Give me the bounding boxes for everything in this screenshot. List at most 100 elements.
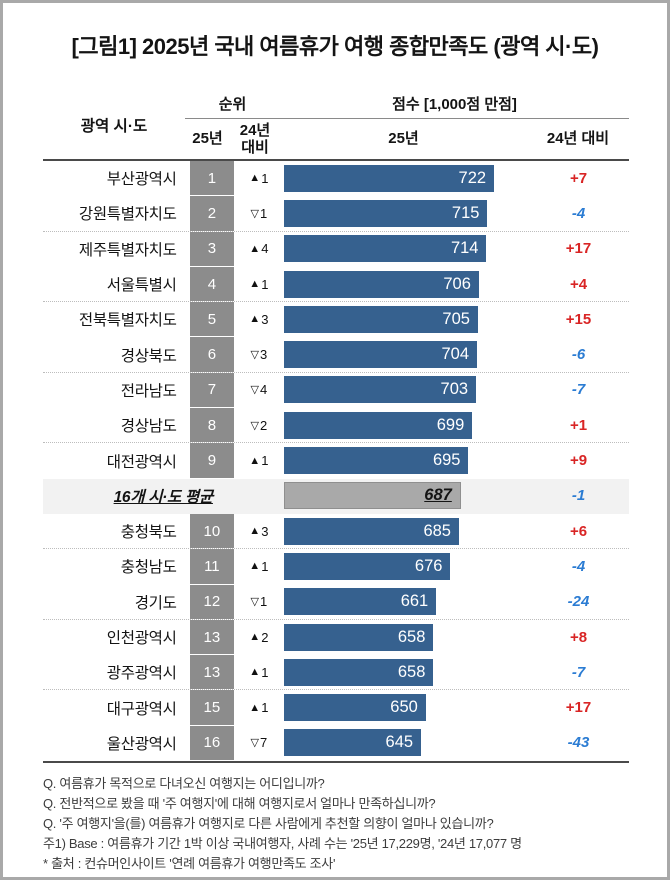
score-change: +15 [565,310,592,328]
score-change: +4 [569,275,588,293]
table-header: 광역 시·도 순위 점수 [1,000점 만점] 25년 24년 대비 25년 … [43,90,629,159]
score-bar-track: 650 [283,694,521,722]
score-bar: 658 [283,623,434,651]
score-value: 685 [423,521,451,540]
region-name: 광주광역시 [106,665,177,683]
column-header-score-25: 25년 [388,130,419,148]
rank-change-value: 4 [259,382,268,398]
score-bar: 704 [283,341,477,369]
rank-change-value: 1 [259,594,268,610]
rank-change-value: 1 [261,170,269,186]
rank-change: ▽ 1 [234,196,283,230]
score-value: 645 [385,733,414,752]
rank-up-icon: ▲ [249,454,261,467]
score-bar: 722 [283,164,495,192]
score-value: 699 [436,415,465,434]
rank-change-value: 4 [261,241,269,257]
rank-value: 13 [189,655,235,690]
score-bar-track: 661 [283,588,521,616]
rank-change-value: 1 [259,205,268,221]
rank-change: ▽ 3 [234,337,283,371]
score-bar-track: 676 [283,552,521,580]
score-bar: 695 [283,447,469,475]
chart-title: [그림1] 2025년 국내 여름휴가 여행 종합만족도 (광역 시·도) [71,34,599,59]
average-row: 16개 시·도 평균 687 -1 [43,478,629,514]
score-bar: 676 [283,552,451,580]
header-group-underline [185,118,629,119]
score-change: +8 [569,628,588,646]
header-right-group: 순위 점수 [1,000점 만점] 25년 24년 대비 25년 24년 대비 [185,90,629,159]
score-bar-cell: 714 [283,232,528,266]
rank-change-value: 1 [261,700,269,716]
score-bar-track: 703 [283,376,521,404]
rank-value: 16 [189,725,235,761]
rank-change: ▲ 3 [234,514,283,548]
region-name: 전라남도 [120,382,177,400]
score-value: 722 [458,168,487,187]
rank-change: ▲ 2 [234,620,283,654]
score-change: +9 [569,452,588,470]
score-bar-cell: 685 [283,514,528,548]
score-bar-cell: 650 [283,690,528,724]
rank-value: 10 [189,513,235,549]
table-row: 대전광역시 9 ▲ 1 695 +9 [43,443,629,478]
table-row: 경상북도 6 ▽ 3 704 -6 [43,337,629,373]
score-bar-cell: 661 [283,585,528,619]
region-name: 경기도 [134,594,177,612]
score-bar: 715 [283,199,488,227]
rank-value: 4 [189,266,235,302]
rank-change: ▲ 1 [234,161,283,195]
score-value: 676 [414,556,443,575]
score-bar: 685 [283,517,459,545]
table-row: 전라남도 7 ▽ 4 703 -7 [43,372,629,408]
header-group-row: 순위 점수 [1,000점 만점] [185,90,629,118]
region-name: 서울특별시 [106,277,177,295]
column-header-region: 광역 시·도 [80,117,148,135]
rank-value: 9 [189,443,235,478]
score-value: 687 [424,486,452,505]
table-row: 인천광역시 13 ▲ 2 658 +8 [43,619,629,655]
rank-change: ▲ 1 [234,690,283,724]
region-name: 대구광역시 [106,700,177,718]
rank-value: 5 [189,302,235,337]
score-bar-track: 645 [283,729,521,757]
footnote-question-2: Q. 전반적으로 봤을 때 '주 여행지'에 대해 여행지로서 얼마나 만족하십… [43,796,436,811]
score-bar-track: 722 [283,164,521,192]
score-change: -1 [571,487,586,505]
rank-down-icon: ▽ [250,384,259,397]
rank-value: 12 [189,584,235,619]
score-change: -7 [571,381,586,399]
table-row: 대구광역시 15 ▲ 1 650 +17 [43,690,629,725]
footnotes: Q. 여름휴가 목적으로 다녀오신 여행지는 어디입니까? Q. 전반적으로 봤… [43,774,637,874]
score-bar-cell: 645 [283,726,528,760]
score-value: 695 [432,451,461,470]
score-value: 658 [397,662,426,681]
score-bar-cell: 703 [283,373,528,407]
rank-down-icon: ▽ [250,737,259,750]
rank-change-value: 1 [261,276,269,292]
average-label: 16개 시·도 평균 [113,488,214,506]
score-bar-track: 685 [283,517,521,545]
score-value: 650 [390,698,418,717]
rank-up-icon: ▲ [249,631,261,643]
region-name: 제주특별자치도 [78,241,177,259]
region-name: 충청남도 [120,559,177,577]
rank-value: 15 [189,690,235,725]
rank-down-icon: ▽ [250,207,259,220]
rank-change-value: 1 [261,453,269,469]
score-change: -6 [571,346,586,364]
rank-value: 2 [189,196,235,231]
table-row: 충청북도 10 ▲ 3 685 +6 [43,513,629,550]
column-header-score-vs24: 24년 대비 [546,130,610,148]
score-bar: 714 [283,235,487,263]
table-bottom-line [43,761,629,763]
rank-down-icon: ▽ [250,349,259,362]
score-bar-cell: 658 [283,620,528,654]
score-bar-cell: 722 [283,161,528,195]
rank-change: ▽ 4 [234,373,283,407]
score-bar: 650 [283,694,426,722]
rank-value: 13 [189,619,235,655]
score-bar: 706 [283,270,479,298]
footnote-base: 주1) Base : 여름휴가 기간 1박 이상 국내여행자, 사례 수는 '2… [43,836,522,851]
